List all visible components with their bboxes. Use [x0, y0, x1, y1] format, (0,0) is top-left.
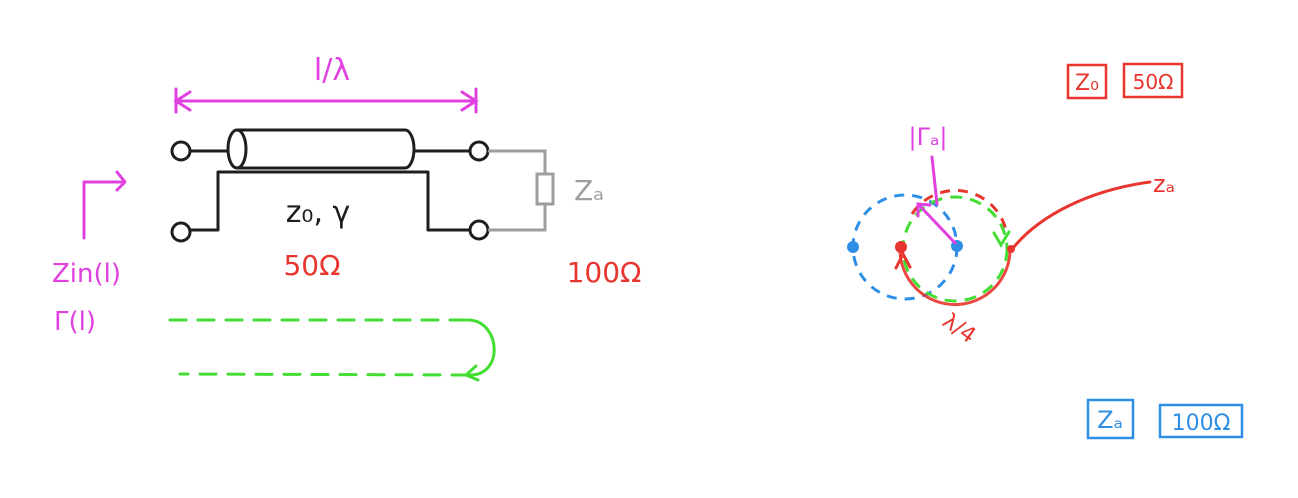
blue-point-left — [847, 241, 859, 253]
length-label: l/λ — [314, 53, 350, 88]
gamma-a-vector — [916, 155, 957, 245]
reflection-path — [168, 318, 496, 377]
input-arrow — [82, 170, 127, 240]
za-leader-line — [1011, 180, 1152, 250]
red-dash-top — [910, 188, 1008, 231]
line-params-label: z₀, γ — [286, 195, 351, 230]
za-value-box: 100Ω — [1158, 403, 1244, 439]
green-arc-arrowhead — [992, 230, 1011, 248]
z0-box: Z₀ — [1066, 63, 1108, 100]
gamma-label: Γ(l) — [54, 307, 96, 337]
reflection-arrowhead — [463, 364, 480, 382]
red-point — [895, 241, 907, 253]
zin-label: Zin(l) — [52, 259, 121, 289]
red-arc-arrowhead — [894, 250, 912, 270]
transmission-line — [189, 128, 472, 232]
load-impedance-value: 100Ω — [567, 256, 642, 289]
line-terminals — [170, 140, 490, 243]
red-arc — [898, 248, 1012, 306]
z0-box-label: Z₀ — [1075, 71, 1099, 96]
quarter-wave-label: λ/4 — [938, 309, 981, 349]
za-box: Zₐ — [1086, 398, 1135, 440]
za-value-box-label: 100Ω — [1172, 411, 1231, 436]
za-label: zₐ — [1153, 170, 1175, 198]
z0-value-box-label: 50Ω — [1133, 70, 1174, 94]
z0-value-box: 50Ω — [1122, 62, 1184, 99]
line-impedance-value: 50Ω — [283, 249, 340, 282]
gamma-a-label: |Γₐ| — [909, 123, 948, 151]
length-dimension — [173, 87, 479, 114]
load-label: Zₐ — [574, 174, 604, 207]
za-box-label: Zₐ — [1097, 406, 1123, 434]
load-impedance — [488, 149, 555, 232]
